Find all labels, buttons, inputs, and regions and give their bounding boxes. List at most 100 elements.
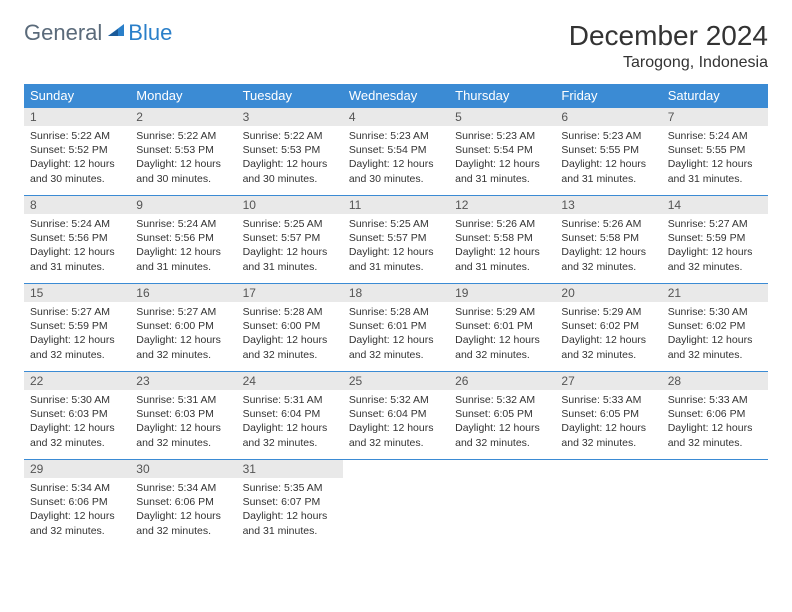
day-cell: 7Sunrise: 5:24 AMSunset: 5:55 PMDaylight… — [662, 108, 768, 196]
day-cell: 17Sunrise: 5:28 AMSunset: 6:00 PMDayligh… — [237, 284, 343, 372]
day-details: Sunrise: 5:32 AMSunset: 6:04 PMDaylight:… — [343, 390, 449, 454]
day-cell: 31Sunrise: 5:35 AMSunset: 6:07 PMDayligh… — [237, 460, 343, 548]
day-cell: 5Sunrise: 5:23 AMSunset: 5:54 PMDaylight… — [449, 108, 555, 196]
week-row: 1Sunrise: 5:22 AMSunset: 5:52 PMDaylight… — [24, 108, 768, 196]
day-number: 12 — [449, 196, 555, 214]
day-number: 9 — [130, 196, 236, 214]
day-cell: 12Sunrise: 5:26 AMSunset: 5:58 PMDayligh… — [449, 196, 555, 284]
day-cell: 11Sunrise: 5:25 AMSunset: 5:57 PMDayligh… — [343, 196, 449, 284]
day-number: 10 — [237, 196, 343, 214]
day-cell: 23Sunrise: 5:31 AMSunset: 6:03 PMDayligh… — [130, 372, 236, 460]
day-details: Sunrise: 5:24 AMSunset: 5:55 PMDaylight:… — [662, 126, 768, 190]
dow-row: Sunday Monday Tuesday Wednesday Thursday… — [24, 84, 768, 108]
dow-monday: Monday — [130, 84, 236, 108]
day-cell: 30Sunrise: 5:34 AMSunset: 6:06 PMDayligh… — [130, 460, 236, 548]
header: General Blue December 2024 Tarogong, Ind… — [24, 20, 768, 72]
day-details: Sunrise: 5:23 AMSunset: 5:54 PMDaylight:… — [449, 126, 555, 190]
day-number: 27 — [555, 372, 661, 390]
day-details: Sunrise: 5:33 AMSunset: 6:05 PMDaylight:… — [555, 390, 661, 454]
day-details: Sunrise: 5:27 AMSunset: 6:00 PMDaylight:… — [130, 302, 236, 366]
day-number: 20 — [555, 284, 661, 302]
day-cell: 21Sunrise: 5:30 AMSunset: 6:02 PMDayligh… — [662, 284, 768, 372]
day-cell: 8Sunrise: 5:24 AMSunset: 5:56 PMDaylight… — [24, 196, 130, 284]
day-number: 18 — [343, 284, 449, 302]
day-cell: 16Sunrise: 5:27 AMSunset: 6:00 PMDayligh… — [130, 284, 236, 372]
day-cell: 3Sunrise: 5:22 AMSunset: 5:53 PMDaylight… — [237, 108, 343, 196]
day-cell — [662, 460, 768, 548]
day-details: Sunrise: 5:22 AMSunset: 5:52 PMDaylight:… — [24, 126, 130, 190]
day-number: 15 — [24, 284, 130, 302]
day-number: 29 — [24, 460, 130, 478]
day-details: Sunrise: 5:29 AMSunset: 6:02 PMDaylight:… — [555, 302, 661, 366]
calendar-table: Sunday Monday Tuesday Wednesday Thursday… — [24, 84, 768, 548]
day-number: 6 — [555, 108, 661, 126]
day-details: Sunrise: 5:26 AMSunset: 5:58 PMDaylight:… — [449, 214, 555, 278]
day-details: Sunrise: 5:26 AMSunset: 5:58 PMDaylight:… — [555, 214, 661, 278]
day-cell: 15Sunrise: 5:27 AMSunset: 5:59 PMDayligh… — [24, 284, 130, 372]
day-cell: 29Sunrise: 5:34 AMSunset: 6:06 PMDayligh… — [24, 460, 130, 548]
day-details: Sunrise: 5:28 AMSunset: 6:00 PMDaylight:… — [237, 302, 343, 366]
day-details: Sunrise: 5:32 AMSunset: 6:05 PMDaylight:… — [449, 390, 555, 454]
day-cell: 24Sunrise: 5:31 AMSunset: 6:04 PMDayligh… — [237, 372, 343, 460]
week-row: 15Sunrise: 5:27 AMSunset: 5:59 PMDayligh… — [24, 284, 768, 372]
day-details: Sunrise: 5:31 AMSunset: 6:03 PMDaylight:… — [130, 390, 236, 454]
day-number: 24 — [237, 372, 343, 390]
day-number: 14 — [662, 196, 768, 214]
day-cell — [343, 460, 449, 548]
day-details: Sunrise: 5:25 AMSunset: 5:57 PMDaylight:… — [343, 214, 449, 278]
day-number: 2 — [130, 108, 236, 126]
day-number: 25 — [343, 372, 449, 390]
dow-wednesday: Wednesday — [343, 84, 449, 108]
day-cell: 22Sunrise: 5:30 AMSunset: 6:03 PMDayligh… — [24, 372, 130, 460]
day-details: Sunrise: 5:31 AMSunset: 6:04 PMDaylight:… — [237, 390, 343, 454]
day-cell: 25Sunrise: 5:32 AMSunset: 6:04 PMDayligh… — [343, 372, 449, 460]
day-details: Sunrise: 5:30 AMSunset: 6:02 PMDaylight:… — [662, 302, 768, 366]
day-cell: 28Sunrise: 5:33 AMSunset: 6:06 PMDayligh… — [662, 372, 768, 460]
day-details: Sunrise: 5:34 AMSunset: 6:06 PMDaylight:… — [24, 478, 130, 542]
day-details: Sunrise: 5:33 AMSunset: 6:06 PMDaylight:… — [662, 390, 768, 454]
logo-text-general: General — [24, 20, 102, 46]
day-number: 7 — [662, 108, 768, 126]
day-number: 21 — [662, 284, 768, 302]
week-row: 8Sunrise: 5:24 AMSunset: 5:56 PMDaylight… — [24, 196, 768, 284]
day-number: 31 — [237, 460, 343, 478]
day-number: 30 — [130, 460, 236, 478]
day-cell: 6Sunrise: 5:23 AMSunset: 5:55 PMDaylight… — [555, 108, 661, 196]
day-cell: 19Sunrise: 5:29 AMSunset: 6:01 PMDayligh… — [449, 284, 555, 372]
day-details: Sunrise: 5:24 AMSunset: 5:56 PMDaylight:… — [24, 214, 130, 278]
day-cell — [555, 460, 661, 548]
page-title: December 2024 — [569, 20, 768, 52]
day-cell: 18Sunrise: 5:28 AMSunset: 6:01 PMDayligh… — [343, 284, 449, 372]
day-number: 16 — [130, 284, 236, 302]
day-cell: 27Sunrise: 5:33 AMSunset: 6:05 PMDayligh… — [555, 372, 661, 460]
dow-friday: Friday — [555, 84, 661, 108]
logo: General Blue — [24, 20, 172, 46]
day-number: 5 — [449, 108, 555, 126]
day-cell: 13Sunrise: 5:26 AMSunset: 5:58 PMDayligh… — [555, 196, 661, 284]
day-details: Sunrise: 5:29 AMSunset: 6:01 PMDaylight:… — [449, 302, 555, 366]
day-number: 3 — [237, 108, 343, 126]
day-cell: 26Sunrise: 5:32 AMSunset: 6:05 PMDayligh… — [449, 372, 555, 460]
day-number: 17 — [237, 284, 343, 302]
day-number: 23 — [130, 372, 236, 390]
day-details: Sunrise: 5:34 AMSunset: 6:06 PMDaylight:… — [130, 478, 236, 542]
day-details: Sunrise: 5:30 AMSunset: 6:03 PMDaylight:… — [24, 390, 130, 454]
day-cell: 10Sunrise: 5:25 AMSunset: 5:57 PMDayligh… — [237, 196, 343, 284]
day-details: Sunrise: 5:28 AMSunset: 6:01 PMDaylight:… — [343, 302, 449, 366]
week-row: 29Sunrise: 5:34 AMSunset: 6:06 PMDayligh… — [24, 460, 768, 548]
dow-thursday: Thursday — [449, 84, 555, 108]
week-row: 22Sunrise: 5:30 AMSunset: 6:03 PMDayligh… — [24, 372, 768, 460]
day-cell: 1Sunrise: 5:22 AMSunset: 5:52 PMDaylight… — [24, 108, 130, 196]
day-cell: 9Sunrise: 5:24 AMSunset: 5:56 PMDaylight… — [130, 196, 236, 284]
day-details: Sunrise: 5:27 AMSunset: 5:59 PMDaylight:… — [662, 214, 768, 278]
day-details: Sunrise: 5:27 AMSunset: 5:59 PMDaylight:… — [24, 302, 130, 366]
logo-triangle-icon — [106, 20, 126, 40]
day-details: Sunrise: 5:24 AMSunset: 5:56 PMDaylight:… — [130, 214, 236, 278]
day-details: Sunrise: 5:35 AMSunset: 6:07 PMDaylight:… — [237, 478, 343, 542]
logo-text-blue: Blue — [128, 20, 172, 46]
day-details: Sunrise: 5:25 AMSunset: 5:57 PMDaylight:… — [237, 214, 343, 278]
dow-sunday: Sunday — [24, 84, 130, 108]
day-cell: 14Sunrise: 5:27 AMSunset: 5:59 PMDayligh… — [662, 196, 768, 284]
day-cell — [449, 460, 555, 548]
day-cell: 2Sunrise: 5:22 AMSunset: 5:53 PMDaylight… — [130, 108, 236, 196]
